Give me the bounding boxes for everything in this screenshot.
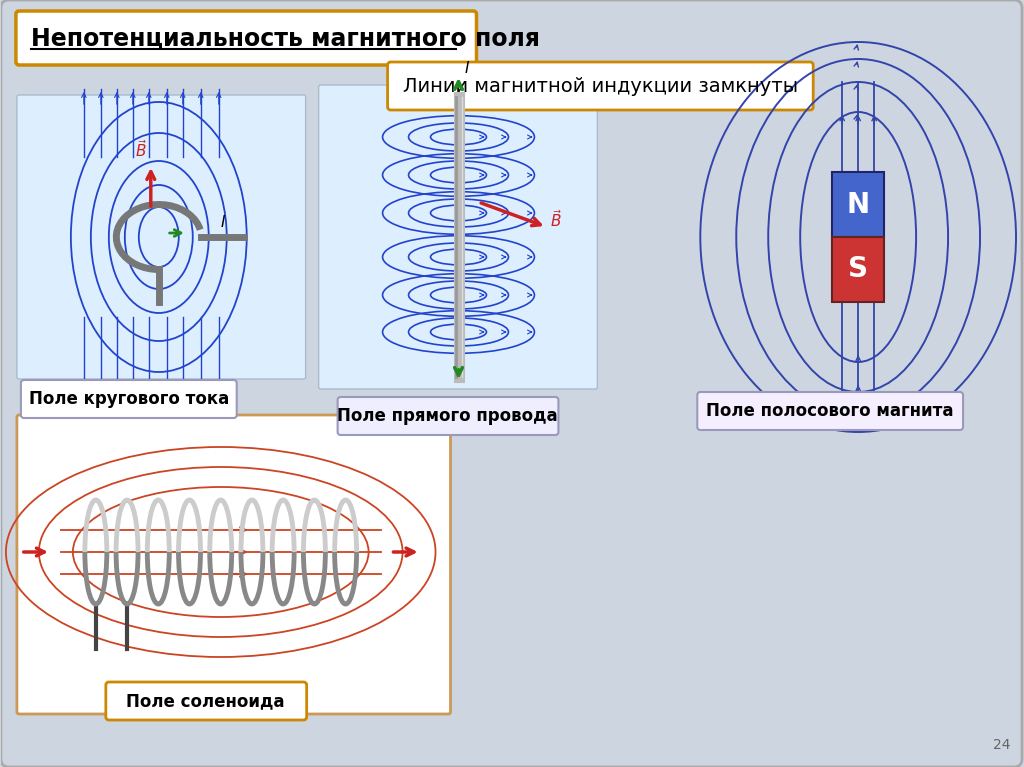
FancyBboxPatch shape [105,682,306,720]
Text: Поле прямого провода: Поле прямого провода [337,407,558,425]
FancyBboxPatch shape [338,397,558,435]
Text: Непотенциальность магнитного поля: Непотенциальность магнитного поля [31,26,540,50]
Text: 24: 24 [992,738,1010,752]
FancyBboxPatch shape [17,415,451,714]
Text: $\vec{B}$: $\vec{B}$ [135,139,147,160]
Text: S: S [848,255,868,283]
Text: N: N [847,191,869,219]
Text: Поле кругового тока: Поле кругового тока [29,390,229,408]
FancyBboxPatch shape [17,95,305,379]
Bar [833,237,884,302]
Text: Поле полосового магнита: Поле полосового магнита [707,402,954,420]
Text: Линии магнитной индукции замкнуты: Линии магнитной индукции замкнуты [402,77,798,96]
Text: I: I [221,215,225,230]
FancyBboxPatch shape [16,11,476,65]
FancyBboxPatch shape [20,380,237,418]
Text: $\vec{B}$: $\vec{B}$ [551,209,563,230]
Bar [833,172,884,237]
FancyBboxPatch shape [318,85,597,389]
Text: I: I [465,61,469,76]
FancyBboxPatch shape [697,392,963,430]
Text: Поле соленоида: Поле соленоида [127,692,285,710]
FancyBboxPatch shape [387,62,813,110]
